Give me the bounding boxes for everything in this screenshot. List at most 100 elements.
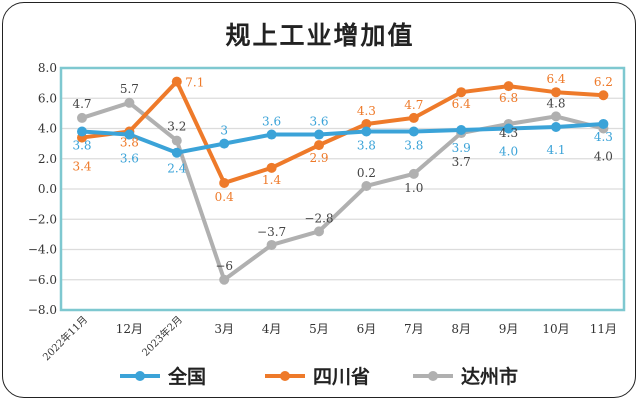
x-tick-label: 8月: [451, 322, 471, 336]
chart-frame: [2, 2, 636, 398]
data-point: [171, 76, 182, 87]
data-label: 3.2: [167, 120, 186, 134]
legend-marker: [280, 371, 290, 381]
data-point: [314, 140, 324, 151]
data-point: [598, 90, 609, 101]
plot-area-border: [59, 66, 626, 312]
data-point: [456, 87, 467, 98]
data-label: 3.8: [120, 136, 139, 150]
data-label: 6.8: [499, 91, 518, 105]
data-label: −6: [215, 259, 233, 273]
series-line-2: [81, 100, 604, 282]
data-point: [171, 147, 182, 158]
data-point: [551, 87, 561, 98]
y-tick-label: 0.0: [38, 182, 57, 196]
x-tick-label: 7月: [404, 322, 424, 336]
data-point: [503, 81, 514, 92]
data-point: [503, 123, 514, 134]
x-tick-label: 2023年2月: [139, 313, 185, 359]
data-label: 2.9: [309, 151, 328, 165]
data-label: 3.8: [357, 139, 376, 153]
data-label: 4.3: [499, 126, 518, 140]
data-label: −2.8: [304, 211, 333, 225]
data-point: [266, 162, 277, 173]
x-tick-label: 6月: [357, 322, 377, 336]
series-line-0: [81, 121, 604, 155]
data-label: 4.3: [357, 104, 376, 118]
data-label: 6.4: [452, 97, 471, 111]
data-point: [77, 126, 87, 137]
data-label: 4.8: [546, 96, 565, 110]
data-point: [551, 121, 561, 132]
data-label: −3.7: [257, 225, 286, 239]
x-tick-label: 12月: [116, 322, 143, 336]
x-tick-label: 10月: [542, 322, 569, 336]
data-label: 4.7: [404, 98, 423, 112]
data-label: 3.9: [452, 141, 471, 155]
data-label: 4.7: [72, 97, 91, 111]
y-tick-label: 4.0: [38, 122, 57, 136]
y-tick-label: −6.0: [28, 273, 57, 287]
data-point: [219, 274, 230, 285]
data-label: 3.6: [262, 115, 281, 129]
data-point: [408, 168, 419, 179]
data-label: 1.4: [262, 173, 281, 187]
data-point: [266, 129, 277, 140]
data-point: [124, 97, 135, 108]
data-label: 3.6: [120, 152, 139, 166]
legend-marker: [428, 371, 438, 381]
data-point: [219, 138, 230, 149]
data-point: [314, 129, 324, 140]
data-point: [219, 177, 230, 188]
data-label: 2.4: [167, 162, 186, 176]
data-point: [171, 135, 182, 146]
data-point: [77, 112, 87, 123]
data-point: [551, 111, 561, 122]
y-tick-label: −8.0: [28, 303, 57, 317]
x-tick-label: 4月: [262, 322, 282, 336]
data-label: 4.1: [546, 143, 565, 157]
chart-title: 规上工业增加值: [225, 21, 415, 50]
data-point: [456, 125, 467, 136]
y-tick-label: −2.0: [28, 212, 57, 226]
data-label: 3.8: [404, 139, 423, 153]
data-label: 0.4: [215, 190, 234, 204]
data-label: 4.3: [594, 130, 613, 144]
legend-label: 达州市: [461, 365, 518, 388]
data-point: [408, 112, 419, 123]
x-tick-label: 9月: [499, 322, 519, 336]
data-point: [408, 126, 419, 137]
y-tick-label: −4.0: [28, 243, 57, 257]
data-point: [314, 226, 324, 237]
y-tick-label: 8.0: [38, 61, 57, 75]
data-point: [361, 180, 372, 191]
data-label: 4.0: [499, 145, 518, 159]
legend-label: 全国: [167, 365, 206, 388]
data-label: 5.7: [120, 82, 139, 96]
data-label: 6.2: [594, 75, 613, 89]
data-point: [124, 129, 135, 140]
y-tick-label: 2.0: [38, 152, 57, 166]
data-point: [266, 239, 277, 250]
data-label: 0.2: [357, 166, 376, 180]
y-tick-label: 6.0: [38, 91, 57, 105]
data-label: 3.4: [72, 160, 91, 174]
data-label: 3.8: [72, 139, 91, 153]
x-tick-label: 2022年11月: [40, 313, 90, 363]
legend-marker: [135, 371, 145, 381]
data-label: 3.6: [309, 115, 328, 129]
data-label: 1.0: [404, 181, 423, 195]
data-point: [361, 126, 372, 137]
x-tick-label: 3月: [214, 322, 234, 336]
legend-label: 四川省: [313, 366, 370, 388]
x-tick-label: 11月: [590, 322, 617, 336]
data-label: 6.4: [546, 72, 565, 86]
data-point: [361, 118, 372, 129]
x-tick-label: 5月: [309, 322, 329, 336]
data-label: 3: [220, 124, 228, 138]
data-label: 4.0: [594, 150, 613, 164]
data-label: 3.7: [452, 155, 471, 169]
data-point: [598, 118, 609, 129]
data-label: 7.1: [185, 76, 204, 90]
